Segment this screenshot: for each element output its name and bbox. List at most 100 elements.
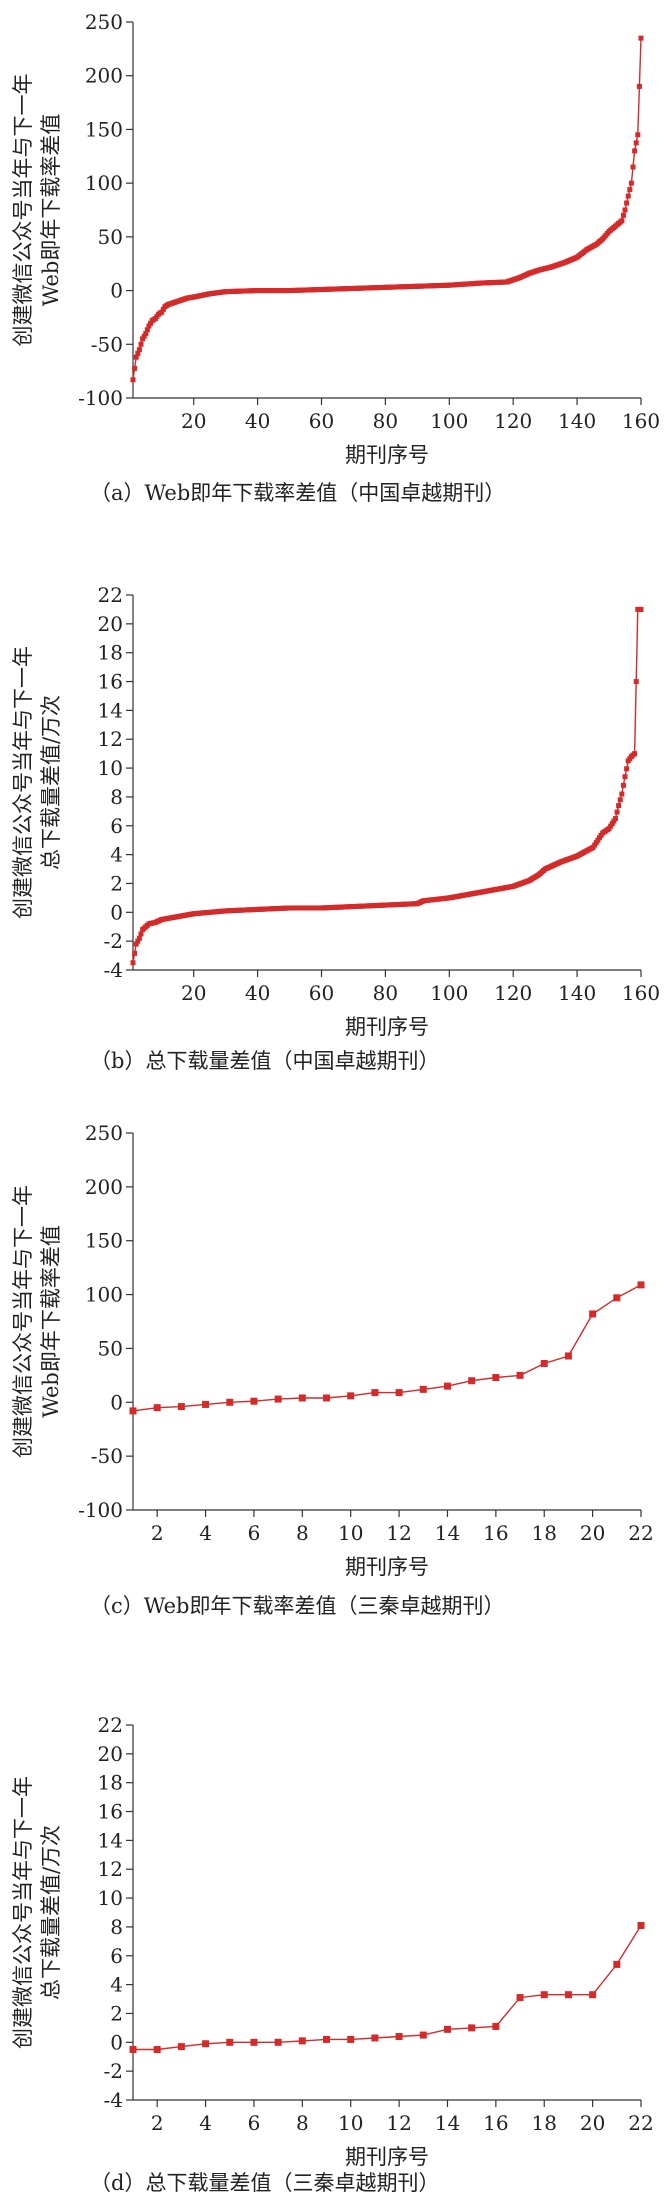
data-point xyxy=(620,782,626,788)
y-tick-label: 20 xyxy=(98,612,123,636)
data-point xyxy=(136,347,142,353)
data-point xyxy=(371,1389,379,1397)
x-tick-label: 18 xyxy=(532,1521,557,1545)
data-point xyxy=(492,2022,500,2030)
data-point xyxy=(133,354,139,360)
x-tick-label: 140 xyxy=(558,981,596,1005)
y-tick-label: -100 xyxy=(78,386,123,410)
x-tick-label: 22 xyxy=(628,1521,653,1545)
data-point xyxy=(622,774,628,780)
y-axis-label-line-1: 创建微信公众号当年与下一年 xyxy=(11,1776,35,2049)
x-tick-label: 10 xyxy=(338,2111,363,2135)
data-point xyxy=(616,803,622,809)
data-point xyxy=(148,320,154,326)
x-tick-label: 40 xyxy=(245,981,270,1005)
y-tick-label: 0 xyxy=(110,2030,123,2054)
data-point xyxy=(619,218,625,224)
y-tick-label: 20 xyxy=(98,1742,123,1766)
x-tick-label: 140 xyxy=(558,409,596,433)
y-tick-label: 100 xyxy=(85,1283,123,1307)
y-axis-label-line-2: 总下载量差值/万次 xyxy=(39,1825,63,2000)
data-point xyxy=(540,1360,548,1368)
data-point xyxy=(298,2037,306,2045)
y-tick-label: 200 xyxy=(85,64,123,88)
chart-b: -4 -2 0 2 4 6 8 10 12 14 16 18 20 22 20 40 60 80 100 120 140… xyxy=(11,583,660,1073)
data-point xyxy=(419,1385,427,1393)
y-tick-label: 150 xyxy=(85,117,123,141)
y-tick-label: 4 xyxy=(110,843,123,867)
x-tick-label: 8 xyxy=(296,2111,309,2135)
x-tick-label: 20 xyxy=(580,2111,605,2135)
x-tick-label: 12 xyxy=(386,2111,411,2135)
y-tick-label: -4 xyxy=(104,2088,123,2112)
y-tick-label: 8 xyxy=(110,1915,123,1939)
x-tick-label: 60 xyxy=(309,409,334,433)
y-tick-label: 16 xyxy=(98,1800,123,1824)
data-point xyxy=(160,306,166,312)
data-point xyxy=(468,2024,476,2032)
y-tick-label: 0 xyxy=(110,279,123,303)
data-point xyxy=(153,1404,161,1412)
data-point xyxy=(141,333,147,339)
y-tick-label: 8 xyxy=(110,785,123,809)
y-tick-label: 2 xyxy=(110,2001,123,2025)
y-tick-label: 22 xyxy=(98,1713,123,1737)
x-tick-label: 100 xyxy=(430,409,468,433)
data-point xyxy=(274,1395,282,1403)
y-tick-label: -2 xyxy=(104,929,123,953)
y-tick-label: 6 xyxy=(110,1944,123,1968)
data-point xyxy=(323,2035,331,2043)
data-point xyxy=(202,1400,210,1408)
data-point xyxy=(129,2046,137,2054)
x-tick-label: 40 xyxy=(245,409,270,433)
y-tick-label: 14 xyxy=(98,1828,123,1852)
data-point xyxy=(492,1374,500,1382)
x-tick-label: 18 xyxy=(532,2111,557,2135)
x-tick-label: 14 xyxy=(435,2111,460,2135)
data-point xyxy=(133,941,139,947)
y-tick-label: -2 xyxy=(104,2059,123,2083)
y-tick-label: -4 xyxy=(104,958,123,982)
data-point xyxy=(628,180,634,186)
y-tick-label: 14 xyxy=(98,698,123,722)
y-tick-label: 50 xyxy=(98,1336,123,1360)
data-point xyxy=(250,1397,258,1405)
y-tick-label: 6 xyxy=(110,814,123,838)
data-point xyxy=(625,193,631,199)
data-point xyxy=(129,1407,137,1415)
data-point xyxy=(516,1371,524,1379)
x-tick-label: 120 xyxy=(494,981,532,1005)
x-tick-label: 14 xyxy=(435,1521,460,1545)
y-tick-label: -50 xyxy=(91,1444,123,1468)
y-tick-label: 0 xyxy=(110,1390,123,1414)
x-tick-label: 120 xyxy=(494,409,532,433)
data-point xyxy=(622,207,628,213)
data-point xyxy=(608,823,614,829)
data-point xyxy=(612,816,618,822)
data-point xyxy=(636,83,642,89)
data-point xyxy=(177,1403,185,1411)
y-tick-label: -50 xyxy=(91,332,123,356)
x-tick-label: 16 xyxy=(483,1521,508,1545)
chart-caption: （c）Web即年下载率差值（三秦卓越期刊） xyxy=(90,1594,505,1618)
data-point xyxy=(395,1389,403,1397)
data-point xyxy=(613,1294,621,1302)
x-tick-label: 4 xyxy=(199,1521,212,1545)
y-tick-label: 12 xyxy=(98,727,123,751)
x-tick-label: 60 xyxy=(309,981,334,1005)
x-tick-label: 8 xyxy=(296,1521,309,1545)
x-tick-label: 10 xyxy=(338,1521,363,1545)
data-point xyxy=(138,931,144,937)
data-point xyxy=(638,606,644,612)
data-point xyxy=(540,1991,548,1999)
data-point xyxy=(619,791,625,797)
y-axis-label-line-2: Web即年下载率差值 xyxy=(39,1225,63,1418)
data-point xyxy=(347,1392,355,1400)
y-tick-label: 150 xyxy=(85,1229,123,1253)
data-point xyxy=(630,164,636,170)
data-point xyxy=(143,331,149,337)
data-point xyxy=(130,960,136,966)
data-point xyxy=(443,2025,451,2033)
x-tick-label: 16 xyxy=(483,2111,508,2135)
